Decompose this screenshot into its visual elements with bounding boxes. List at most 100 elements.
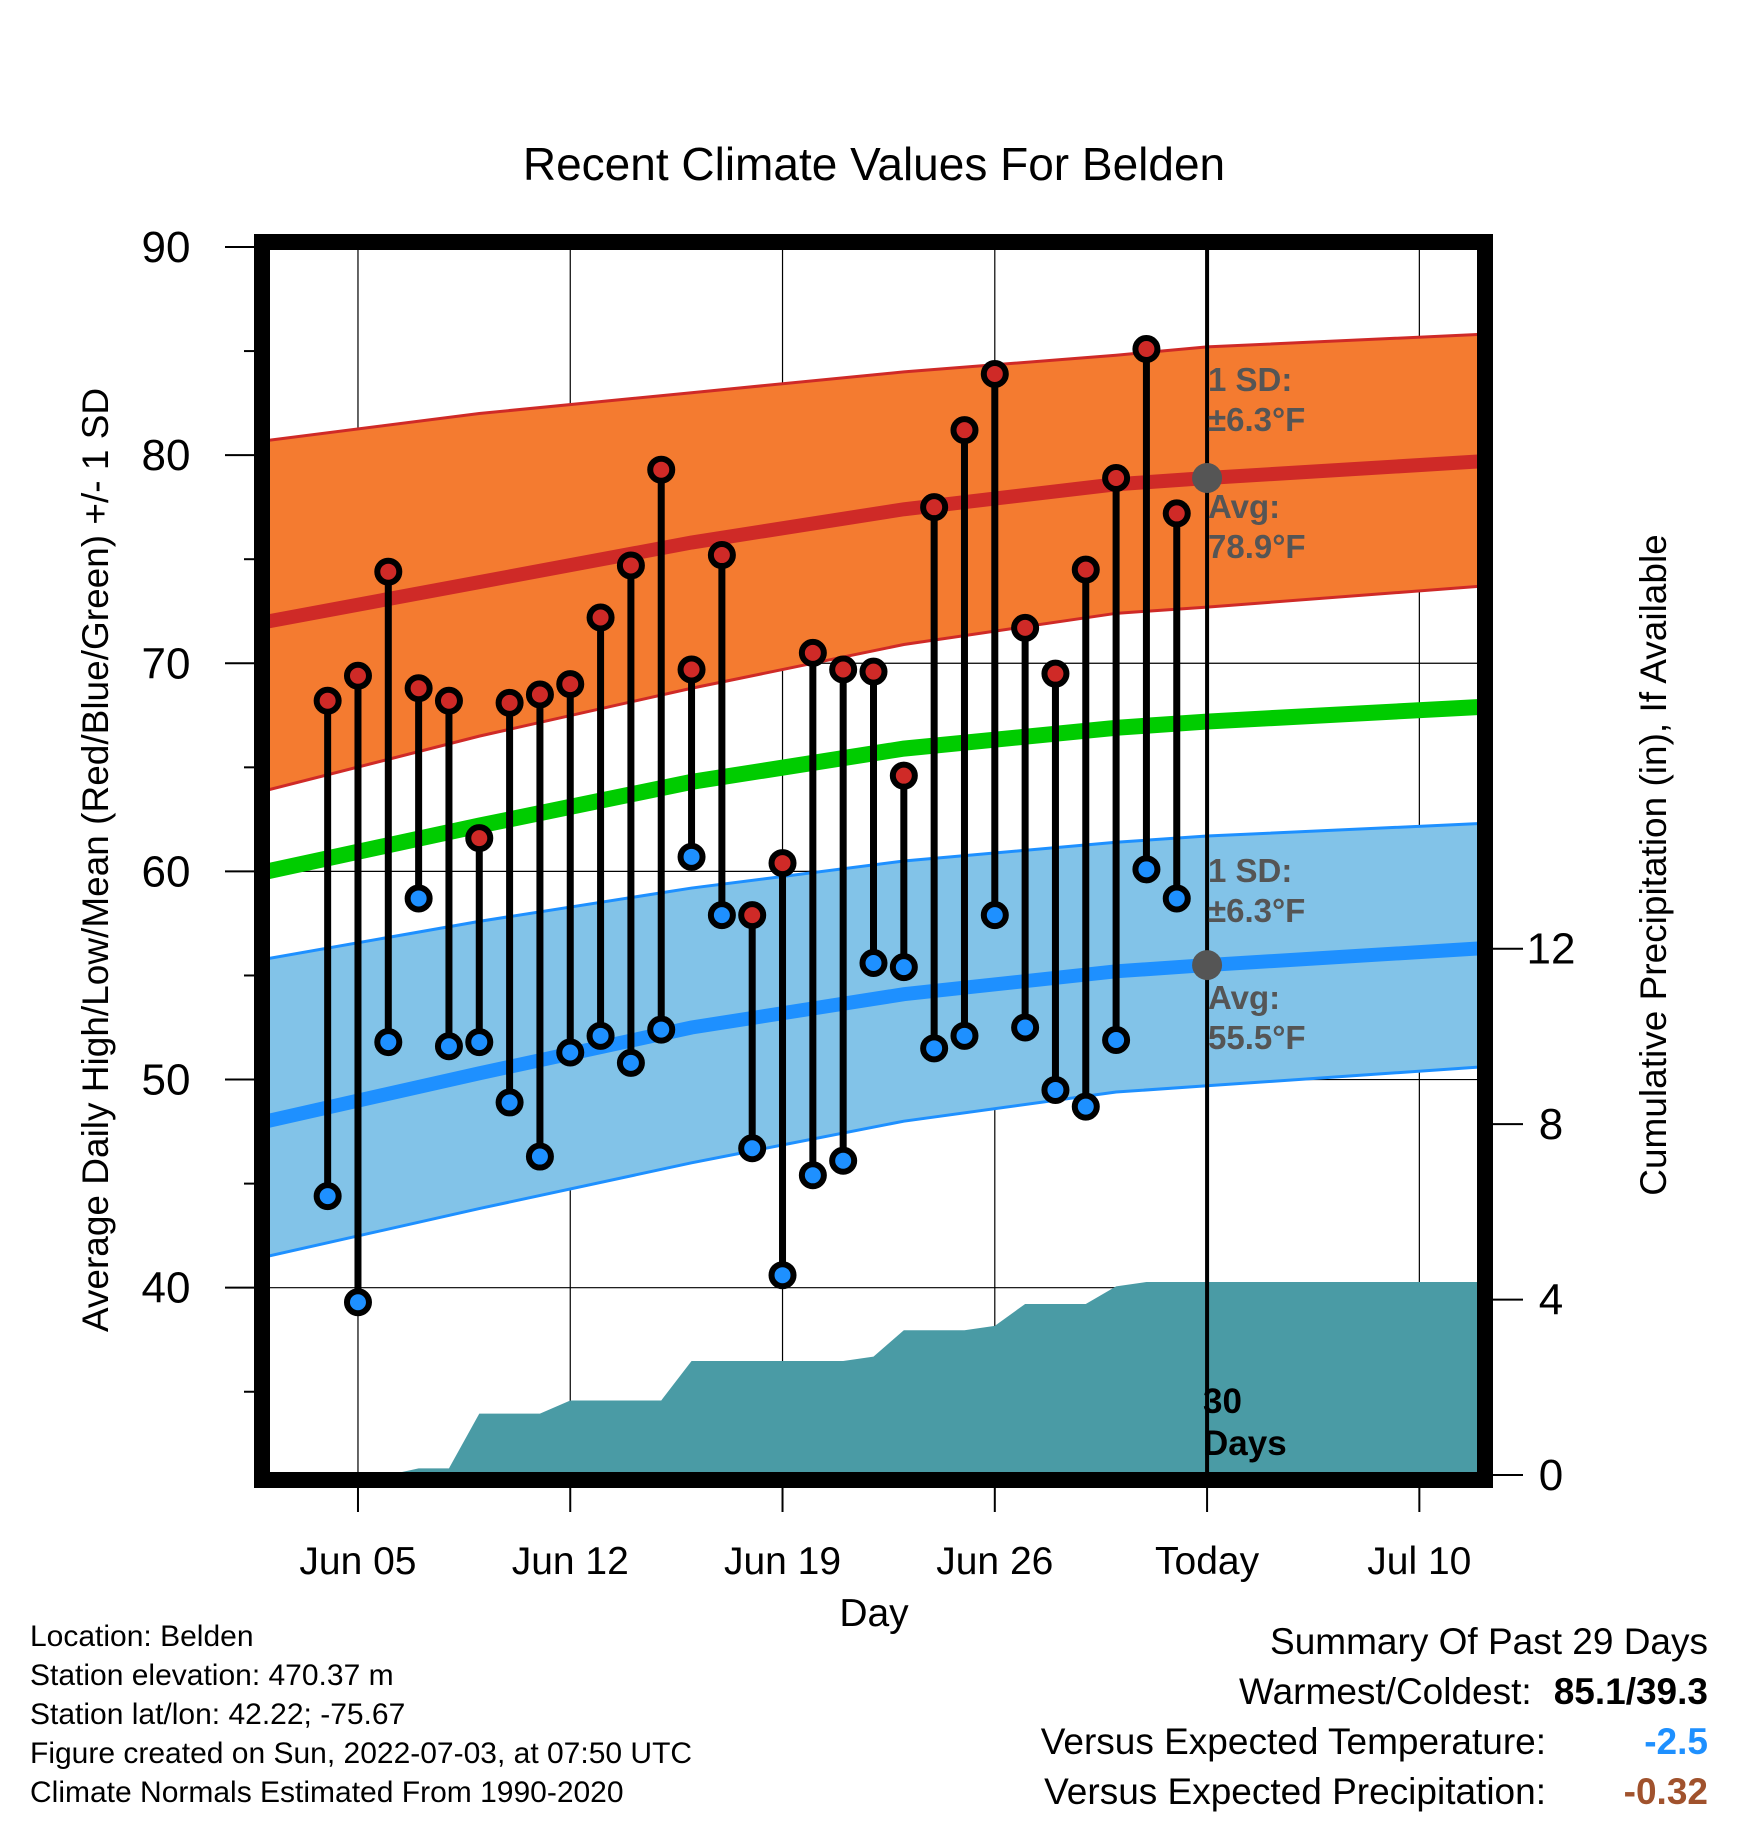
daily-low-marker (1011, 1013, 1040, 1042)
daily-high-marker (1102, 464, 1131, 493)
low-avg-label-group: Avg:55.5°F (1208, 979, 1306, 1056)
precip-area (267, 1282, 1480, 1475)
warmest-coldest-value: 85.1/39.3 (1553, 1671, 1708, 1712)
daily-high-marker (313, 686, 342, 715)
daily-low-marker (1132, 855, 1161, 884)
daily-high-marker (768, 849, 797, 878)
daily-low-marker (1041, 1075, 1070, 1104)
temp-departure-value: -2.5 (1644, 1721, 1708, 1762)
daily-low-marker (404, 884, 433, 913)
y-tick-label: 70 (142, 639, 191, 688)
daily-high-marker (343, 661, 372, 690)
daily-high-marker (404, 674, 433, 703)
daily-low-marker (829, 1146, 858, 1175)
y-tick-label: 50 (142, 1056, 191, 1105)
elevation-text: Station elevation: 470.37 m (30, 1659, 394, 1692)
summary-title: Summary Of Past 29 Days (1270, 1621, 1708, 1662)
y2-tick-label: 4 (1539, 1276, 1563, 1325)
daily-high-marker (798, 638, 827, 667)
daily-high-marker (1041, 659, 1070, 688)
daily-high-marker (889, 761, 918, 790)
summary-temp-departure: Versus Expected Temperature: -2.5 (1041, 1717, 1708, 1767)
daily-high-marker (525, 680, 554, 709)
days-label-line: Days (1203, 1424, 1287, 1463)
low-sd-label-line: 1 SD: (1208, 852, 1292, 889)
daily-high-marker (556, 670, 585, 699)
daily-high-marker (920, 493, 949, 522)
y2-tick-label: 0 (1539, 1451, 1563, 1500)
location-text: Location: Belden (30, 1620, 254, 1653)
temp-departure-label: Versus Expected Temperature: (1040, 1721, 1546, 1762)
daily-high-marker (1071, 555, 1100, 584)
y2-axis-label: Cumulative Precipitation (in), If Availa… (1633, 534, 1674, 1196)
daily-low-marker (556, 1038, 585, 1067)
chart-title: Recent Climate Values For Belden (523, 138, 1225, 190)
daily-high-marker (1011, 613, 1040, 642)
daily-low-marker (374, 1028, 403, 1057)
daily-low-marker (738, 1134, 767, 1163)
daily-low-marker (980, 901, 1009, 930)
days-label-line: 30 (1203, 1382, 1242, 1421)
plot-area (267, 247, 1480, 1475)
daily-low-marker (465, 1028, 494, 1057)
precip-departure-label: Versus Expected Precipitation: (1044, 1771, 1546, 1812)
daily-high-marker (980, 359, 1009, 388)
daily-low-marker (677, 842, 706, 871)
daily-low-marker (1162, 884, 1191, 913)
summary-precip-departure: Versus Expected Precipitation: -0.32 (1041, 1767, 1708, 1817)
high-avg-label-line: Avg: (1208, 488, 1280, 525)
high-sd-label-line: 1 SD: (1208, 361, 1292, 398)
daily-high-marker (586, 603, 615, 632)
daily-high-marker (677, 655, 706, 684)
daily-low-marker (313, 1182, 342, 1211)
normals-text: Climate Normals Estimated From 1990-2020 (30, 1776, 624, 1809)
daily-low-marker (707, 901, 736, 930)
summary-panel: Summary Of Past 29 Days Warmest/Coldest:… (1041, 1617, 1708, 1817)
high-sd-label-line: ±6.3°F (1208, 401, 1305, 438)
daily-low-marker (920, 1034, 949, 1063)
daily-low-marker (889, 953, 918, 982)
x-axis-label: Day (839, 1592, 909, 1635)
x-tick-label: Jun 26 (936, 1540, 1053, 1583)
y-tick-label: 90 (142, 223, 191, 272)
daily-high-marker (859, 657, 888, 686)
latlon-text: Station lat/lon: 42.22; -75.67 (30, 1698, 406, 1731)
warmest-coldest-label: Warmest/Coldest: (1239, 1671, 1532, 1712)
daily-high-marker (950, 416, 979, 445)
x-tick-label: Jul 10 (1367, 1540, 1471, 1583)
station-info: Location: Belden Station elevation: 470.… (30, 1617, 692, 1812)
today-low-avg-marker (1192, 950, 1223, 981)
daily-low-marker (495, 1088, 524, 1117)
low-avg-label-line: Avg: (1208, 979, 1280, 1016)
daily-low-marker (768, 1261, 797, 1290)
x-tick-label: Jun 19 (724, 1540, 841, 1583)
high-avg-label-group: Avg:78.9°F (1208, 488, 1306, 565)
daily-high-marker (495, 688, 524, 717)
y-tick-label: 40 (142, 1264, 191, 1313)
y2-tick-label: 12 (1527, 925, 1576, 974)
low-sd-label-line: ±6.3°F (1208, 892, 1305, 929)
today-high-avg-marker (1192, 463, 1223, 494)
y-tick-label: 60 (142, 847, 191, 896)
y-axis-label: Average Daily High/Low/Mean (Red/Blue/Gr… (75, 388, 116, 1332)
daily-low-marker (586, 1021, 615, 1050)
low-sd-label-group: 1 SD:±6.3°F (1208, 852, 1305, 929)
created-text: Figure created on Sun, 2022-07-03, at 07… (30, 1737, 693, 1770)
x-tick-label: Jun 12 (512, 1540, 629, 1583)
daily-low-marker (647, 1015, 676, 1044)
daily-high-marker (434, 686, 463, 715)
daily-low-marker (1071, 1092, 1100, 1121)
x-tick-label: Jun 05 (299, 1540, 416, 1583)
daily-low-marker (616, 1048, 645, 1077)
daily-low-marker (950, 1021, 979, 1050)
high-sd-label-group: 1 SD:±6.3°F (1208, 361, 1305, 438)
low-avg-label-line: 55.5°F (1208, 1019, 1306, 1056)
daily-high-marker (374, 557, 403, 586)
daily-low-marker (859, 948, 888, 977)
summary-warmest-coldest: Warmest/Coldest: 85.1/39.3 (1041, 1667, 1708, 1717)
high-avg-label-line: 78.9°F (1208, 528, 1306, 565)
daily-low-marker (434, 1032, 463, 1061)
daily-high-marker (707, 541, 736, 570)
